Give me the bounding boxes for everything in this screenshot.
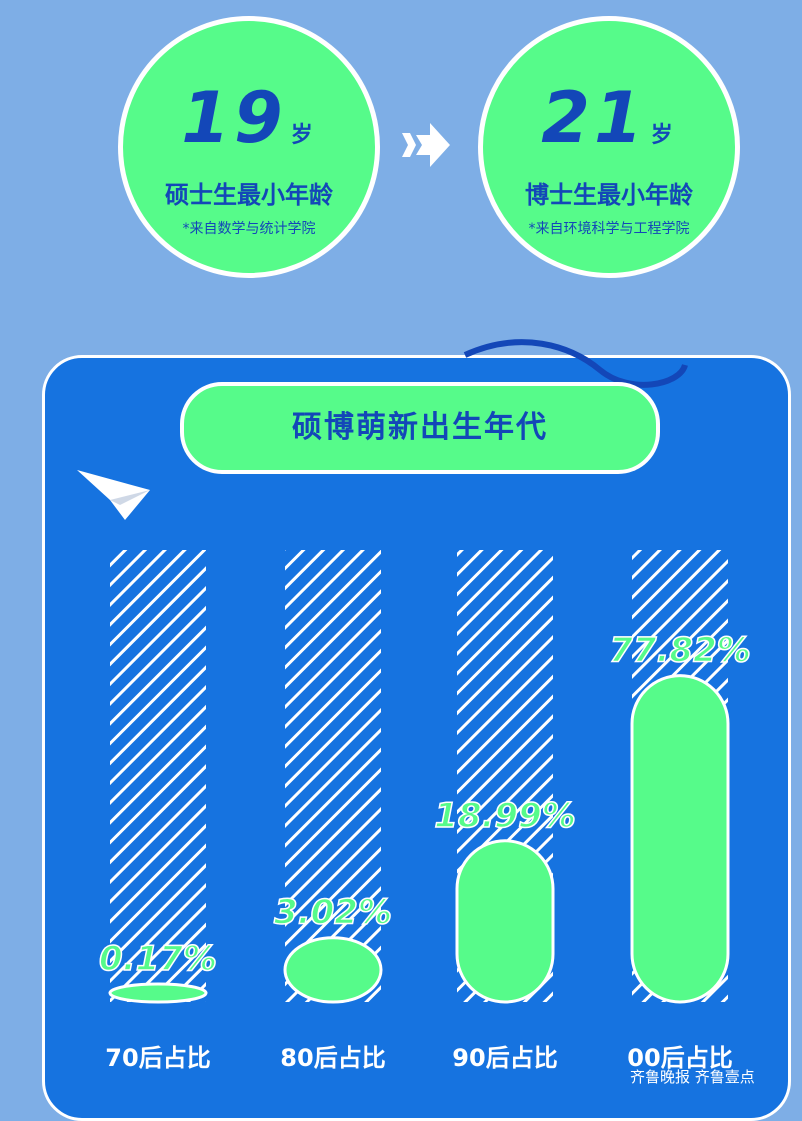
swirl-decoration <box>463 339 688 388</box>
master-age-label: 硕士生最小年龄 <box>165 181 333 209</box>
arrow-right-icon <box>402 123 450 167</box>
category-label: 90后占比 <box>452 1044 558 1072</box>
master-age-note: *来自数学与统计学院 <box>182 221 316 237</box>
data-label: 3.02% <box>274 893 392 933</box>
phd-min-age-circle: 21 岁 博士生最小年龄 *来自环境科学与工程学院 <box>478 16 740 278</box>
bar-background <box>285 550 381 1002</box>
phd-age-note: *来自环境科学与工程学院 <box>528 221 690 237</box>
watermark: 齐鲁晚报 齐鲁壹点 <box>630 1068 755 1086</box>
bar <box>283 936 383 1004</box>
data-label: 0.17% <box>99 939 217 979</box>
category-label: 80后占比 <box>280 1044 386 1072</box>
bar-chart: 0.17% 3.02% 18.99% 77.82% <box>98 550 752 1004</box>
bar-background <box>110 550 206 1002</box>
age-unit: 岁 <box>650 123 677 148</box>
age-unit: 岁 <box>290 123 317 148</box>
phd-age-value: 21 <box>541 77 647 159</box>
master-age-value: 19 <box>181 77 287 159</box>
bar <box>108 982 208 1004</box>
bar <box>630 674 730 1004</box>
data-label: 77.82% <box>609 631 751 671</box>
category-label: 70后占比 <box>105 1044 211 1072</box>
paper-plane-icon <box>77 470 150 520</box>
data-label: 18.99% <box>434 796 576 836</box>
master-age: 19 岁 <box>123 83 375 171</box>
bar <box>455 839 555 1004</box>
master-min-age-circle: 19 岁 硕士生最小年龄 *来自数学与统计学院 <box>118 16 380 278</box>
phd-age: 21 岁 <box>483 83 735 171</box>
category-label: 00后占比 <box>627 1044 733 1072</box>
phd-age-label: 博士生最小年龄 <box>525 181 693 209</box>
chart-title: 硕博萌新出生年代 <box>180 382 660 474</box>
